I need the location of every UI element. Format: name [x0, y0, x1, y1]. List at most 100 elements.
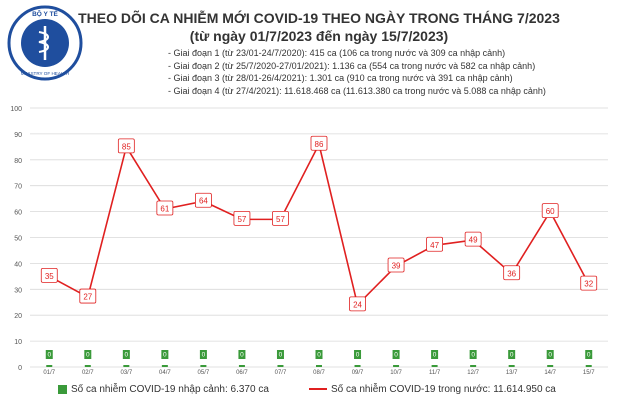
logo-serpent [38, 31, 49, 53]
point-data-label: 32 [584, 280, 593, 289]
y-tick-label: 0 [18, 365, 22, 372]
period-3: - Giai đoạn 3 (từ 28/01-26/4/2021): 1.30… [168, 73, 513, 83]
chart-title: THEO DÕI CA NHIỄM MỚI COVID-19 THEO NGÀY… [78, 10, 560, 26]
x-tick-label: 02/7 [82, 370, 94, 376]
x-tick-label: 03/7 [120, 370, 132, 376]
y-tick-label: 60 [14, 210, 22, 217]
bar-data-label-box [199, 350, 207, 359]
point-data-label: 27 [83, 293, 92, 302]
x-tick-label: 09/7 [352, 370, 364, 376]
x-tick-label: 07/7 [275, 370, 287, 376]
legend-line-swatch [309, 388, 327, 390]
x-tick-label: 11/7 [429, 370, 441, 376]
period-1: - Giai đoạn 1 (từ 23/01-24/7/2020): 415 … [168, 48, 506, 58]
point-label-box [349, 296, 366, 312]
point-label-box [156, 200, 174, 216]
point-label-box [272, 210, 289, 226]
point-data-label: 49 [469, 236, 478, 245]
periods-list: - Giai đoạn 1 (từ 23/01-24/7/2020): 415 … [168, 47, 628, 97]
bar-data-label: 0 [356, 352, 360, 359]
bar [238, 365, 245, 367]
bar-data-label-box [585, 350, 593, 359]
bar [200, 365, 207, 367]
bar-data-label: 0 [47, 352, 51, 359]
bar-data-label: 0 [471, 352, 475, 359]
point-label-box [580, 275, 598, 291]
y-tick-label: 20 [14, 313, 22, 320]
legend-line-item: Số ca nhiễm COVID-19 trong nước: 11.614.… [309, 382, 556, 396]
point-label-box [310, 135, 328, 151]
bar-data-label-box [45, 350, 53, 359]
point-data-label: 47 [430, 241, 439, 250]
bar [470, 365, 477, 367]
point-data-label: 85 [122, 142, 131, 151]
x-tick-label: 15/7 [583, 370, 595, 376]
bar-data-label-box [392, 350, 400, 359]
bar-data-label: 0 [548, 352, 552, 359]
logo-text-top: BỘ Y TẾ [32, 8, 58, 18]
bar-data-label-box [469, 350, 477, 359]
x-tick-label: 10/7 [390, 370, 402, 376]
point-label-box [79, 288, 97, 304]
bar-data-label: 0 [433, 352, 437, 359]
bar-data-label-box [546, 350, 554, 359]
x-tick-label: 08/7 [313, 370, 325, 376]
point-label-box [426, 236, 444, 252]
bar [547, 365, 554, 367]
point-label-box [194, 192, 212, 208]
point-label-box [40, 267, 58, 283]
bar-data-label: 0 [86, 352, 90, 359]
point-data-label: 61 [160, 205, 169, 214]
bar [393, 365, 400, 367]
point-data-label: 64 [199, 197, 208, 206]
chart-subtitle: (từ ngày 01/7/2023 đến ngày 15/7/2023) [189, 28, 449, 44]
y-tick-label: 50 [14, 236, 22, 243]
bar-data-label: 0 [394, 352, 398, 359]
x-tick-label: 14/7 [544, 370, 556, 376]
x-tick-label: 06/7 [236, 370, 248, 376]
point-label-box [117, 138, 135, 154]
point-label-box [464, 231, 482, 247]
bar-data-label-box [508, 350, 516, 359]
x-tick-label: 12/7 [467, 370, 479, 376]
point-data-label: 57 [276, 215, 285, 224]
legend-bar-swatch [58, 384, 67, 394]
bar [161, 365, 168, 367]
series-line [48, 141, 590, 307]
legend-bar-item: Số ca nhiễm COVID-19 nhập cảnh: 6.370 ca [58, 382, 269, 396]
bar-data-label: 0 [317, 352, 321, 359]
x-tick-label: 01/7 [43, 370, 55, 376]
bar-data-label-box [354, 350, 362, 359]
bar-data-label-box [238, 350, 246, 359]
y-tick-label: 70 [14, 184, 22, 191]
bar-data-label-box [315, 350, 323, 359]
legend-line-label: Số ca nhiễm COVID-19 trong nước: 11.614.… [331, 383, 556, 395]
y-tick-label: 10 [14, 339, 22, 346]
point-label-box [387, 257, 405, 273]
point-label-box [503, 265, 521, 281]
point-label-box [541, 203, 559, 219]
bar-data-label-box [161, 350, 169, 359]
y-tick-label: 80 [14, 158, 22, 165]
bar-data-label: 0 [163, 352, 167, 359]
bar [84, 365, 91, 367]
point-data-label: 60 [546, 207, 555, 216]
bar-data-label-box [431, 350, 439, 359]
y-tick-label: 90 [14, 132, 22, 139]
bar-data-label-box [122, 350, 130, 359]
bar [431, 365, 438, 367]
bar-data-label-box [276, 350, 284, 359]
bar-data-label: 0 [510, 352, 514, 359]
bar [585, 365, 592, 367]
x-tick-label: 04/7 [159, 370, 171, 376]
bar-data-label: 0 [125, 352, 129, 359]
point-data-label: 36 [507, 269, 516, 278]
x-tick-label: 13/7 [506, 370, 518, 376]
point-label-box [233, 210, 251, 226]
x-tick-label: 05/7 [198, 370, 210, 376]
legend-bar-label: Số ca nhiễm COVID-19 nhập cảnh: 6.370 ca [71, 383, 269, 395]
bar [46, 365, 53, 367]
logo-text-bottom: MINISTRY OF HEALTH [21, 71, 70, 76]
point-data-label: 24 [353, 300, 362, 309]
